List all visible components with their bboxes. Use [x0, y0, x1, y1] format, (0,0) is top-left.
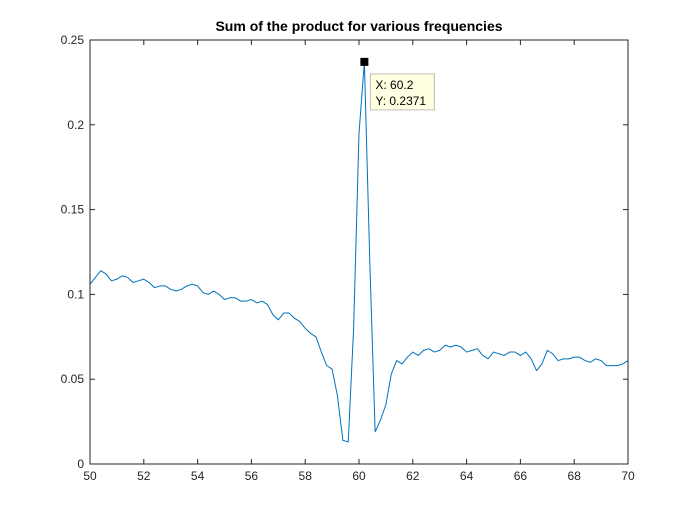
x-tick-label: 52 — [137, 469, 151, 483]
datatip-marker[interactable] — [360, 57, 369, 66]
y-tick-label: 0.2 — [67, 118, 84, 132]
x-tick-label: 50 — [83, 469, 97, 483]
datatip-box — [369, 73, 435, 111]
x-tick-label: 64 — [460, 469, 474, 483]
axes-box — [89, 39, 629, 465]
x-tick-label: 70 — [621, 469, 635, 483]
y-tick-label: 0.05 — [61, 372, 85, 386]
x-tick-label: 60 — [352, 469, 366, 483]
x-tick-label: 56 — [245, 469, 259, 483]
axis-tick-labels: 50 52 54 56 58 60 62 64 66 68 70 0 0.05 0.1 0.15 0.2 0.2… — [61, 33, 635, 483]
datatip-y-text: Y: 0.2371 — [375, 94, 426, 108]
x-tick-label: 58 — [299, 469, 313, 483]
series-line — [89, 61, 629, 443]
x-tick-label: 54 — [191, 469, 205, 483]
datatip[interactable]: X: 60.2 Y: 0.2371 — [360, 57, 435, 111]
y-tick-label: 0 — [77, 457, 84, 471]
x-tick-label: 66 — [514, 469, 528, 483]
y-tick-label: 0.15 — [61, 203, 85, 217]
x-tick-label: 62 — [406, 469, 420, 483]
datatip-x-text: X: 60.2 — [375, 78, 413, 92]
x-tick-label: 68 — [568, 469, 582, 483]
chart-title: Sum of the product for various frequenci… — [215, 18, 502, 34]
y-tick-label: 0.1 — [67, 287, 84, 301]
plot-area — [90, 40, 628, 464]
y-tick-label: 0.25 — [61, 33, 85, 47]
